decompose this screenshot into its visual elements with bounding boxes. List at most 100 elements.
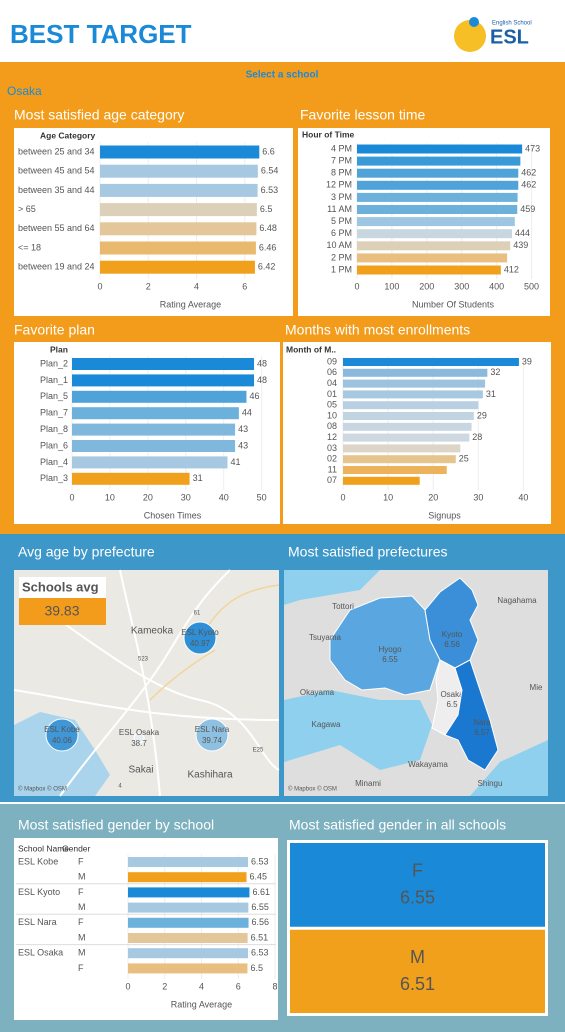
value-label: 6.48 <box>259 223 277 233</box>
bar <box>128 933 248 943</box>
place-label: Kashihara <box>187 770 232 781</box>
x-tick-label: 30 <box>181 492 191 502</box>
bar <box>72 374 255 387</box>
map-base <box>13 569 280 797</box>
category-label: 08 <box>327 421 337 431</box>
x-tick-label: 8 <box>272 981 277 991</box>
x-tick-label: 2 <box>146 281 151 291</box>
category-label: 4 PM <box>331 143 352 153</box>
axis-header: School Name <box>18 843 69 853</box>
bar <box>343 466 447 474</box>
x-tick-label: 10 <box>105 492 115 502</box>
x-tick-label: 0 <box>125 981 130 991</box>
category-label: between 45 and 54 <box>18 166 95 176</box>
x-tick-label: 10 <box>383 492 393 502</box>
region-value: 6.56 <box>444 640 460 649</box>
category-label: 11 <box>328 464 337 474</box>
value-label: 29 <box>477 410 487 420</box>
panel <box>14 838 278 1020</box>
place-label: Mie <box>530 683 543 692</box>
value-label: 6.6 <box>262 146 275 156</box>
value-label: 6.5 <box>260 204 273 214</box>
region-name: Hyogo <box>378 645 402 654</box>
bar <box>128 948 248 959</box>
category-label: 10 <box>327 410 337 420</box>
map-roads <box>13 569 280 797</box>
value-label: 6.56 <box>252 917 270 927</box>
value-label: 32 <box>490 367 500 377</box>
bar <box>128 902 249 913</box>
bar <box>343 455 456 464</box>
bar <box>357 192 518 202</box>
logo-caption: English School <box>492 21 532 27</box>
x-tick-label: 0 <box>354 281 359 291</box>
category-label: 11 AM <box>327 204 352 214</box>
category-label: > 65 <box>18 204 36 214</box>
category-label: Plan_1 <box>40 375 68 385</box>
filter-label: Select a school <box>246 70 319 81</box>
region <box>444 659 499 771</box>
value-label: 6.53 <box>251 948 269 958</box>
value-label: 444 <box>515 228 530 238</box>
bar <box>72 440 236 452</box>
category-label: Plan_2 <box>40 358 68 368</box>
x-tick-label: 300 <box>454 281 469 291</box>
x-tick-label: 4 <box>199 981 204 991</box>
bar <box>100 183 258 197</box>
bar <box>72 390 247 403</box>
value-label: 6.53 <box>261 185 279 195</box>
category-label: between 35 and 44 <box>18 185 95 195</box>
value-label: 48 <box>257 375 267 385</box>
bar <box>357 144 523 154</box>
category-label: 04 <box>327 378 337 388</box>
filter-value[interactable]: Osaka <box>7 84 42 98</box>
bar <box>72 472 190 485</box>
x-tick-label: 2 <box>162 981 167 991</box>
category-label: 09 <box>327 356 337 366</box>
attribution: © Mapbox © OSM <box>288 786 337 793</box>
value-label: 462 <box>521 168 536 178</box>
axis-header: Month of M.. <box>286 344 336 354</box>
category-label: Plan_7 <box>40 408 68 418</box>
map-water <box>284 570 380 605</box>
x-tick-label: 500 <box>524 281 539 291</box>
map-water <box>14 712 110 796</box>
bubble-value: 40.06 <box>52 736 73 745</box>
place-label: 4 <box>118 784 122 790</box>
category-label: 06 <box>327 367 337 377</box>
subcategory-label: M <box>78 902 86 912</box>
attribution: © Mapbox © OSM <box>18 786 67 793</box>
value-label: 439 <box>513 240 528 250</box>
x-tick-label: 30 <box>473 492 483 502</box>
subcategory-label: F <box>78 887 84 897</box>
region-value: 6.55 <box>382 655 398 664</box>
panel <box>14 128 293 316</box>
x-tick-label: 6 <box>242 281 247 291</box>
value-label: 6.45 <box>250 872 268 882</box>
bar <box>343 433 470 442</box>
region <box>424 577 479 669</box>
category-label: 1 PM <box>331 264 352 274</box>
block-value: 6.55 <box>400 888 435 908</box>
bar <box>357 205 518 214</box>
bar <box>100 203 257 217</box>
bar <box>72 423 236 436</box>
subcategory-label: F <box>78 963 84 973</box>
group-label: ESL Nara <box>18 917 57 927</box>
category-label: Plan_3 <box>40 473 68 483</box>
bar <box>357 253 508 263</box>
category-label: 03 <box>327 443 337 453</box>
value-label: 6.5 <box>250 963 263 973</box>
value-label: 43 <box>238 424 248 434</box>
axis-header: Age Category <box>40 130 96 140</box>
bar <box>357 217 515 227</box>
value-label: 6.53 <box>251 856 269 866</box>
subcategory-label: M <box>78 932 86 942</box>
category-label: Plan_6 <box>40 440 68 450</box>
place-label: Nagahama <box>497 596 537 605</box>
block-label: F <box>412 861 423 881</box>
bar <box>100 222 257 236</box>
bubble-value: 38.7 <box>131 739 147 748</box>
card-label-box <box>19 577 106 598</box>
value-label: 46 <box>249 391 259 401</box>
